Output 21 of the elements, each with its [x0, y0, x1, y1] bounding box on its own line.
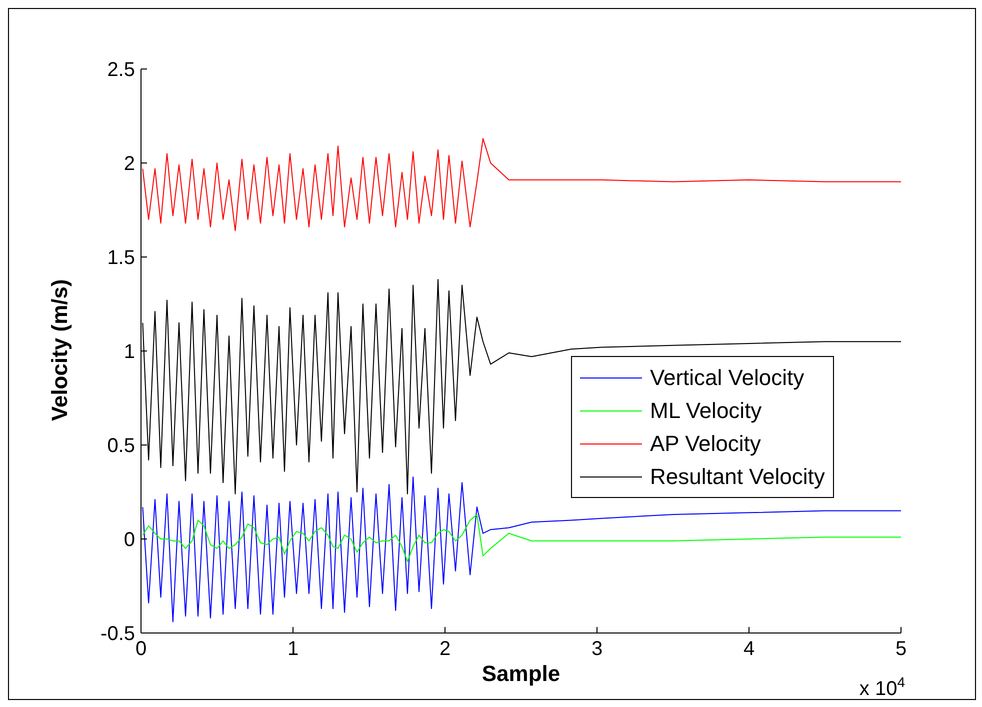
x-tick-label: 2 — [439, 638, 451, 660]
y-tick-label: 1 — [124, 341, 135, 364]
y-tick-label: 2 — [124, 153, 135, 176]
y-tick-label: 2.5 — [107, 59, 135, 82]
y-tick-label: 1.5 — [107, 247, 135, 270]
y-tick-label: -0.5 — [100, 623, 135, 646]
y-axis-title: Velocity (m/s) — [46, 279, 72, 421]
x-tick-label: 4 — [743, 638, 755, 660]
legend-label: Vertical Velocity — [650, 364, 804, 392]
line-series — [142, 514, 901, 562]
text: x 10$^{4}$ — [859, 674, 906, 700]
x-axis-title: Sample — [482, 661, 560, 686]
x-tick-label: 5 — [895, 638, 907, 660]
line-series — [142, 138, 901, 232]
legend-label: Resultant Velocity — [650, 463, 825, 491]
y-tick-label: 0 — [124, 529, 135, 552]
x-tick-label: 3 — [591, 638, 603, 660]
legend-label: ML Velocity — [650, 397, 762, 425]
y-tick-label: 0.5 — [107, 435, 135, 458]
x-tick-label: 1 — [287, 638, 299, 660]
legend-label: AP Velocity — [650, 430, 761, 458]
